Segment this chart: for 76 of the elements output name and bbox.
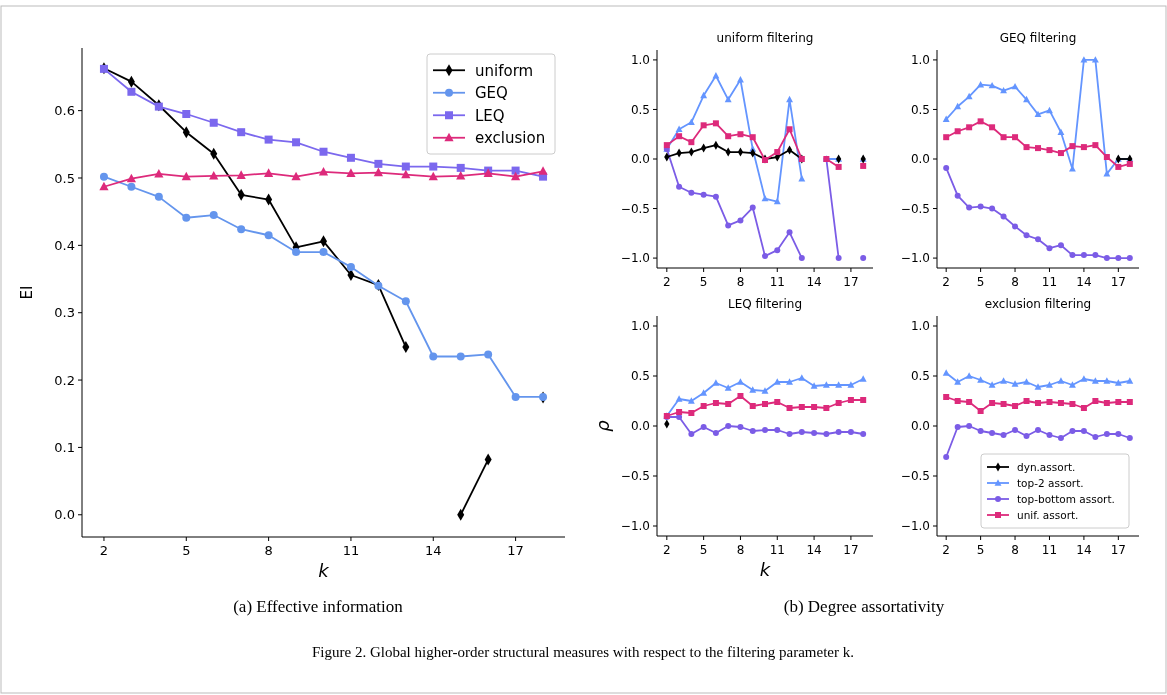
x-tick-label: 17	[843, 542, 859, 557]
y-tick-label: 0.0	[630, 152, 650, 167]
y-tick-label: 0.0	[54, 507, 75, 523]
y-tick-label: 0.5	[910, 102, 930, 117]
x-tick-label: 11	[342, 543, 360, 559]
y-tick-label: −1.0	[620, 251, 650, 266]
y-tick-label: −0.5	[900, 201, 930, 216]
y-tick-label: 0.1	[54, 439, 75, 455]
legend-label: LEQ	[475, 106, 505, 125]
x-tick-label: 14	[425, 543, 442, 559]
x-tick-label: 8	[1011, 274, 1019, 289]
x-tick-label: 17	[843, 274, 859, 289]
y-tick-label: −0.5	[620, 469, 650, 484]
x-tick-label: 14	[1076, 274, 1092, 289]
x-tick-label: 17	[1110, 542, 1126, 557]
x-axis-title: k	[759, 559, 772, 580]
chart-title: LEQ filtering	[728, 297, 802, 311]
y-axis-title: EI	[18, 285, 36, 300]
y-tick-label: 0.5	[630, 369, 650, 384]
x-tick-label: 8	[264, 543, 273, 559]
y-tick-label: −0.5	[900, 469, 930, 484]
y-tick-label: 0.5	[54, 170, 75, 186]
x-tick-label: 2	[99, 543, 109, 559]
x-tick-label: 5	[976, 274, 985, 289]
x-tick-label: 17	[507, 543, 524, 559]
x-tick-label: 5	[182, 543, 191, 559]
x-axis-title: k	[318, 560, 331, 581]
legend-label: unif. assort.	[1017, 508, 1079, 521]
x-tick-label: 5	[976, 542, 985, 557]
y-tick-label: −1.0	[900, 251, 930, 266]
caption: Figure 2. Global higher-order structural measures with respect to the filtering parameter k.	[311, 644, 855, 660]
y-tick-label: −1.0	[620, 519, 650, 534]
x-tick-label: 14	[1076, 542, 1092, 557]
y-tick-label: 0.0	[910, 419, 930, 434]
legend-label: exclusion	[475, 129, 546, 147]
x-tick-label: 11	[1041, 274, 1058, 289]
x-tick-label: 2	[942, 274, 950, 289]
x-tick-label: 14	[806, 542, 822, 557]
x-tick-label: 2	[663, 274, 671, 289]
y-tick-label: −0.5	[620, 201, 650, 216]
y-tick-label: −1.0	[900, 519, 930, 534]
y-tick-label: 0.5	[630, 102, 650, 117]
text: (b) Degree assortativity	[783, 597, 945, 616]
x-tick-label: 8	[1011, 542, 1019, 557]
x-tick-label: 5	[699, 542, 708, 557]
y-tick-label: 0.2	[54, 372, 75, 388]
legend-label: top-2 assort.	[1017, 476, 1084, 489]
x-tick-label: 2	[663, 542, 671, 557]
x-tick-label: 8	[736, 274, 745, 289]
x-tick-label: 11	[769, 274, 785, 289]
x-tick-label: 8	[736, 542, 745, 557]
y-tick-label: 0.0	[630, 419, 650, 434]
chart-title: GEQ filtering	[999, 31, 1077, 45]
x-tick-label: 11	[769, 542, 785, 557]
y-tick-label: 0.3	[54, 305, 75, 321]
x-tick-label: 2	[942, 542, 950, 557]
x-tick-label: 11	[1041, 542, 1058, 557]
y-tick-label: 0.6	[54, 103, 75, 119]
y-tick-label: 1.0	[630, 53, 650, 68]
legend-label: dyn.assort.	[1017, 460, 1076, 473]
y-tick-label: 0.0	[910, 152, 930, 167]
chart-title: exclusion filtering	[984, 297, 1092, 311]
y-tick-label: 1.0	[630, 319, 650, 334]
text: (a) Effective information	[233, 597, 404, 616]
legend-label: top-bottom assort.	[1017, 492, 1115, 505]
x-tick-label: 5	[699, 274, 708, 289]
x-tick-label: 17	[1110, 274, 1126, 289]
x-tick-label: 14	[806, 274, 822, 289]
y-tick-label: 0.5	[910, 369, 930, 384]
legend-label: uniform	[475, 61, 534, 80]
chart-title: uniform filtering	[716, 31, 814, 45]
y-tick-label: 0.4	[54, 237, 75, 253]
legend-label: GEQ	[475, 84, 508, 102]
y-tick-label: 1.0	[910, 53, 930, 68]
y-axis-title: ρ	[592, 419, 613, 432]
y-tick-label: 1.0	[910, 319, 930, 334]
